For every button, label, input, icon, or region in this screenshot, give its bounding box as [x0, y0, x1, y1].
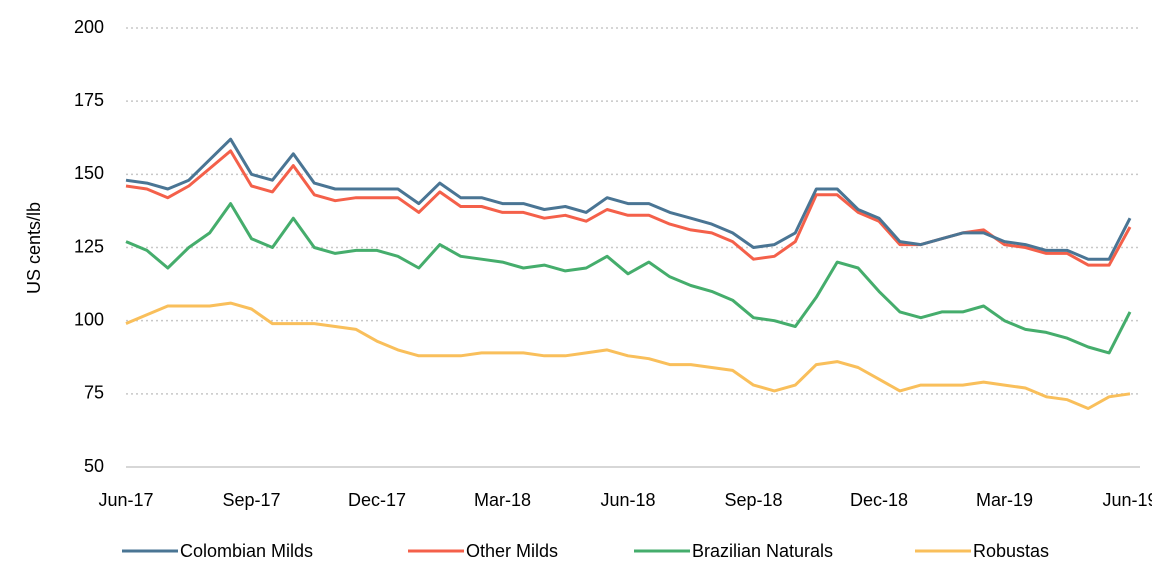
- y-tick-label: 75: [84, 383, 104, 403]
- y-tick-label: 125: [74, 236, 104, 256]
- y-tick-label: 150: [74, 163, 104, 183]
- x-tick-label: Jun-19: [1102, 490, 1152, 510]
- legend-label: Brazilian Naturals: [692, 541, 833, 561]
- legend-label: Other Milds: [466, 541, 558, 561]
- x-tick-label: Jun-18: [600, 490, 655, 510]
- x-tick-label: Sep-18: [724, 490, 782, 510]
- x-tick-label: Sep-17: [222, 490, 280, 510]
- y-axis-label: US cents/lb: [24, 202, 44, 294]
- y-tick-label: 175: [74, 90, 104, 110]
- x-tick-label: Dec-17: [348, 490, 406, 510]
- y-tick-label: 200: [74, 17, 104, 37]
- y-tick-label: 100: [74, 309, 104, 329]
- x-tick-label: Mar-19: [976, 490, 1033, 510]
- x-tick-label: Jun-17: [98, 490, 153, 510]
- x-tick-label: Dec-18: [850, 490, 908, 510]
- x-tick-label: Mar-18: [474, 490, 531, 510]
- series-line: [125, 301, 1131, 410]
- series-line: [125, 202, 1132, 355]
- legend-label: Robustas: [973, 541, 1049, 561]
- series-line: [125, 137, 1132, 261]
- legend-label: Colombian Milds: [180, 541, 313, 561]
- y-tick-label: 50: [84, 456, 104, 476]
